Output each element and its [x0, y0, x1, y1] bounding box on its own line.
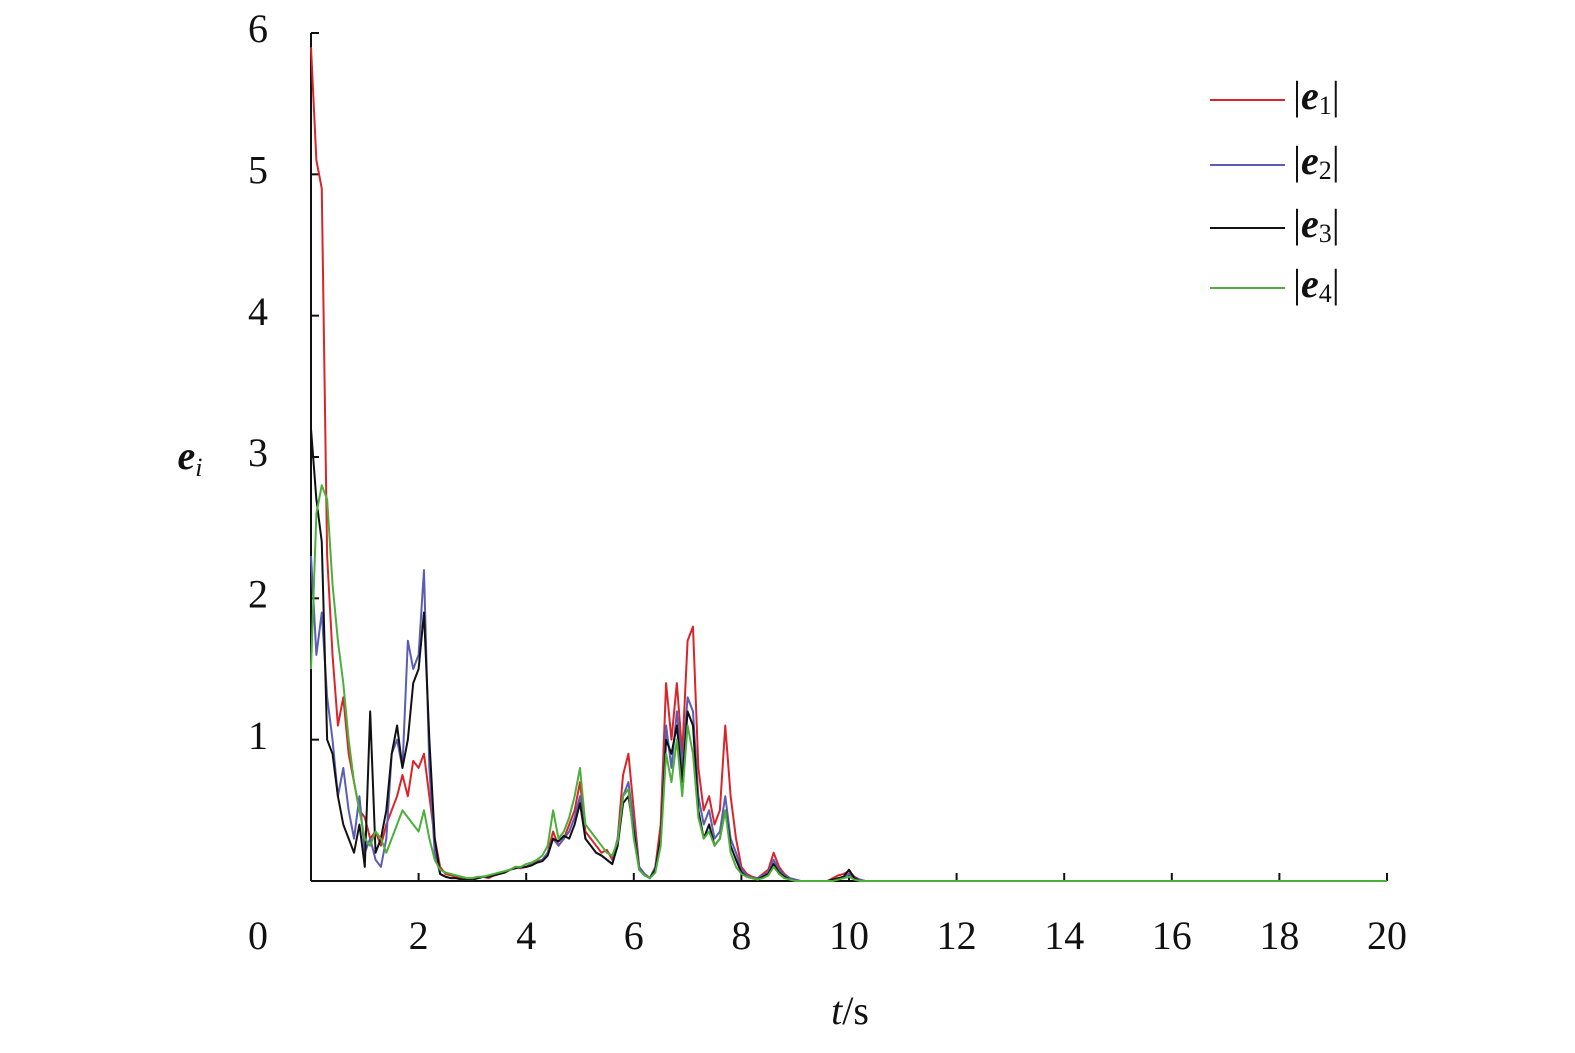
legend-label-part: e — [1301, 73, 1319, 118]
legend-label-part: 1 — [1319, 91, 1332, 120]
x-tick-label: 16 — [1152, 913, 1192, 958]
legend-label-part: | — [1332, 261, 1340, 306]
legend-label: |e2| — [1293, 138, 1340, 185]
x-tick-label: 20 — [1367, 913, 1407, 958]
y-tick-label: 1 — [248, 713, 268, 758]
series-line — [310, 484, 1387, 882]
x-axis-label-unit: /s — [842, 988, 869, 1033]
y-tick-label: 6 — [248, 6, 268, 51]
y-axis-label-var: e — [178, 433, 196, 478]
x-tick-label: 14 — [1044, 913, 1084, 958]
legend-label-part: | — [1293, 201, 1301, 246]
legend-label-part: e — [1301, 261, 1319, 306]
legend-label-part: | — [1293, 261, 1301, 306]
x-tick-label: 0 — [248, 913, 268, 958]
legend-label-part: | — [1293, 73, 1301, 118]
legend-label-part: | — [1332, 138, 1340, 183]
legend-label: |e3| — [1293, 201, 1340, 248]
x-axis-label: t/s — [831, 988, 869, 1033]
y-tick-label: 3 — [248, 430, 268, 475]
legend-label-part: e — [1301, 201, 1319, 246]
series-line — [310, 555, 1387, 882]
series-line — [310, 428, 1387, 882]
legend-label-part: e — [1301, 138, 1319, 183]
legend-label-part: 2 — [1319, 156, 1332, 185]
series-line — [310, 47, 1387, 882]
x-tick-label: 12 — [937, 913, 977, 958]
legend-label: |e4| — [1293, 261, 1340, 308]
legend-label: |e1| — [1293, 73, 1340, 120]
x-axis-label-var: t — [831, 988, 843, 1033]
y-axis-label-sub: i — [195, 453, 202, 482]
x-tick-label: 2 — [409, 913, 429, 958]
legend-label-part: 4 — [1319, 279, 1332, 308]
legend-label-part: | — [1332, 73, 1340, 118]
x-tick-label: 4 — [516, 913, 536, 958]
y-tick-label: 5 — [248, 148, 268, 193]
x-tick-label: 6 — [624, 913, 644, 958]
legend-label-part: | — [1293, 138, 1301, 183]
y-axis-label: ei — [178, 433, 203, 482]
x-tick-label: 8 — [731, 913, 751, 958]
y-tick-label: 2 — [248, 572, 268, 617]
x-tick-label: 10 — [829, 913, 869, 958]
legend-label-part: | — [1332, 201, 1340, 246]
x-tick-label: 18 — [1259, 913, 1299, 958]
y-tick-label: 4 — [248, 289, 268, 334]
legend-label-part: 3 — [1319, 219, 1332, 248]
